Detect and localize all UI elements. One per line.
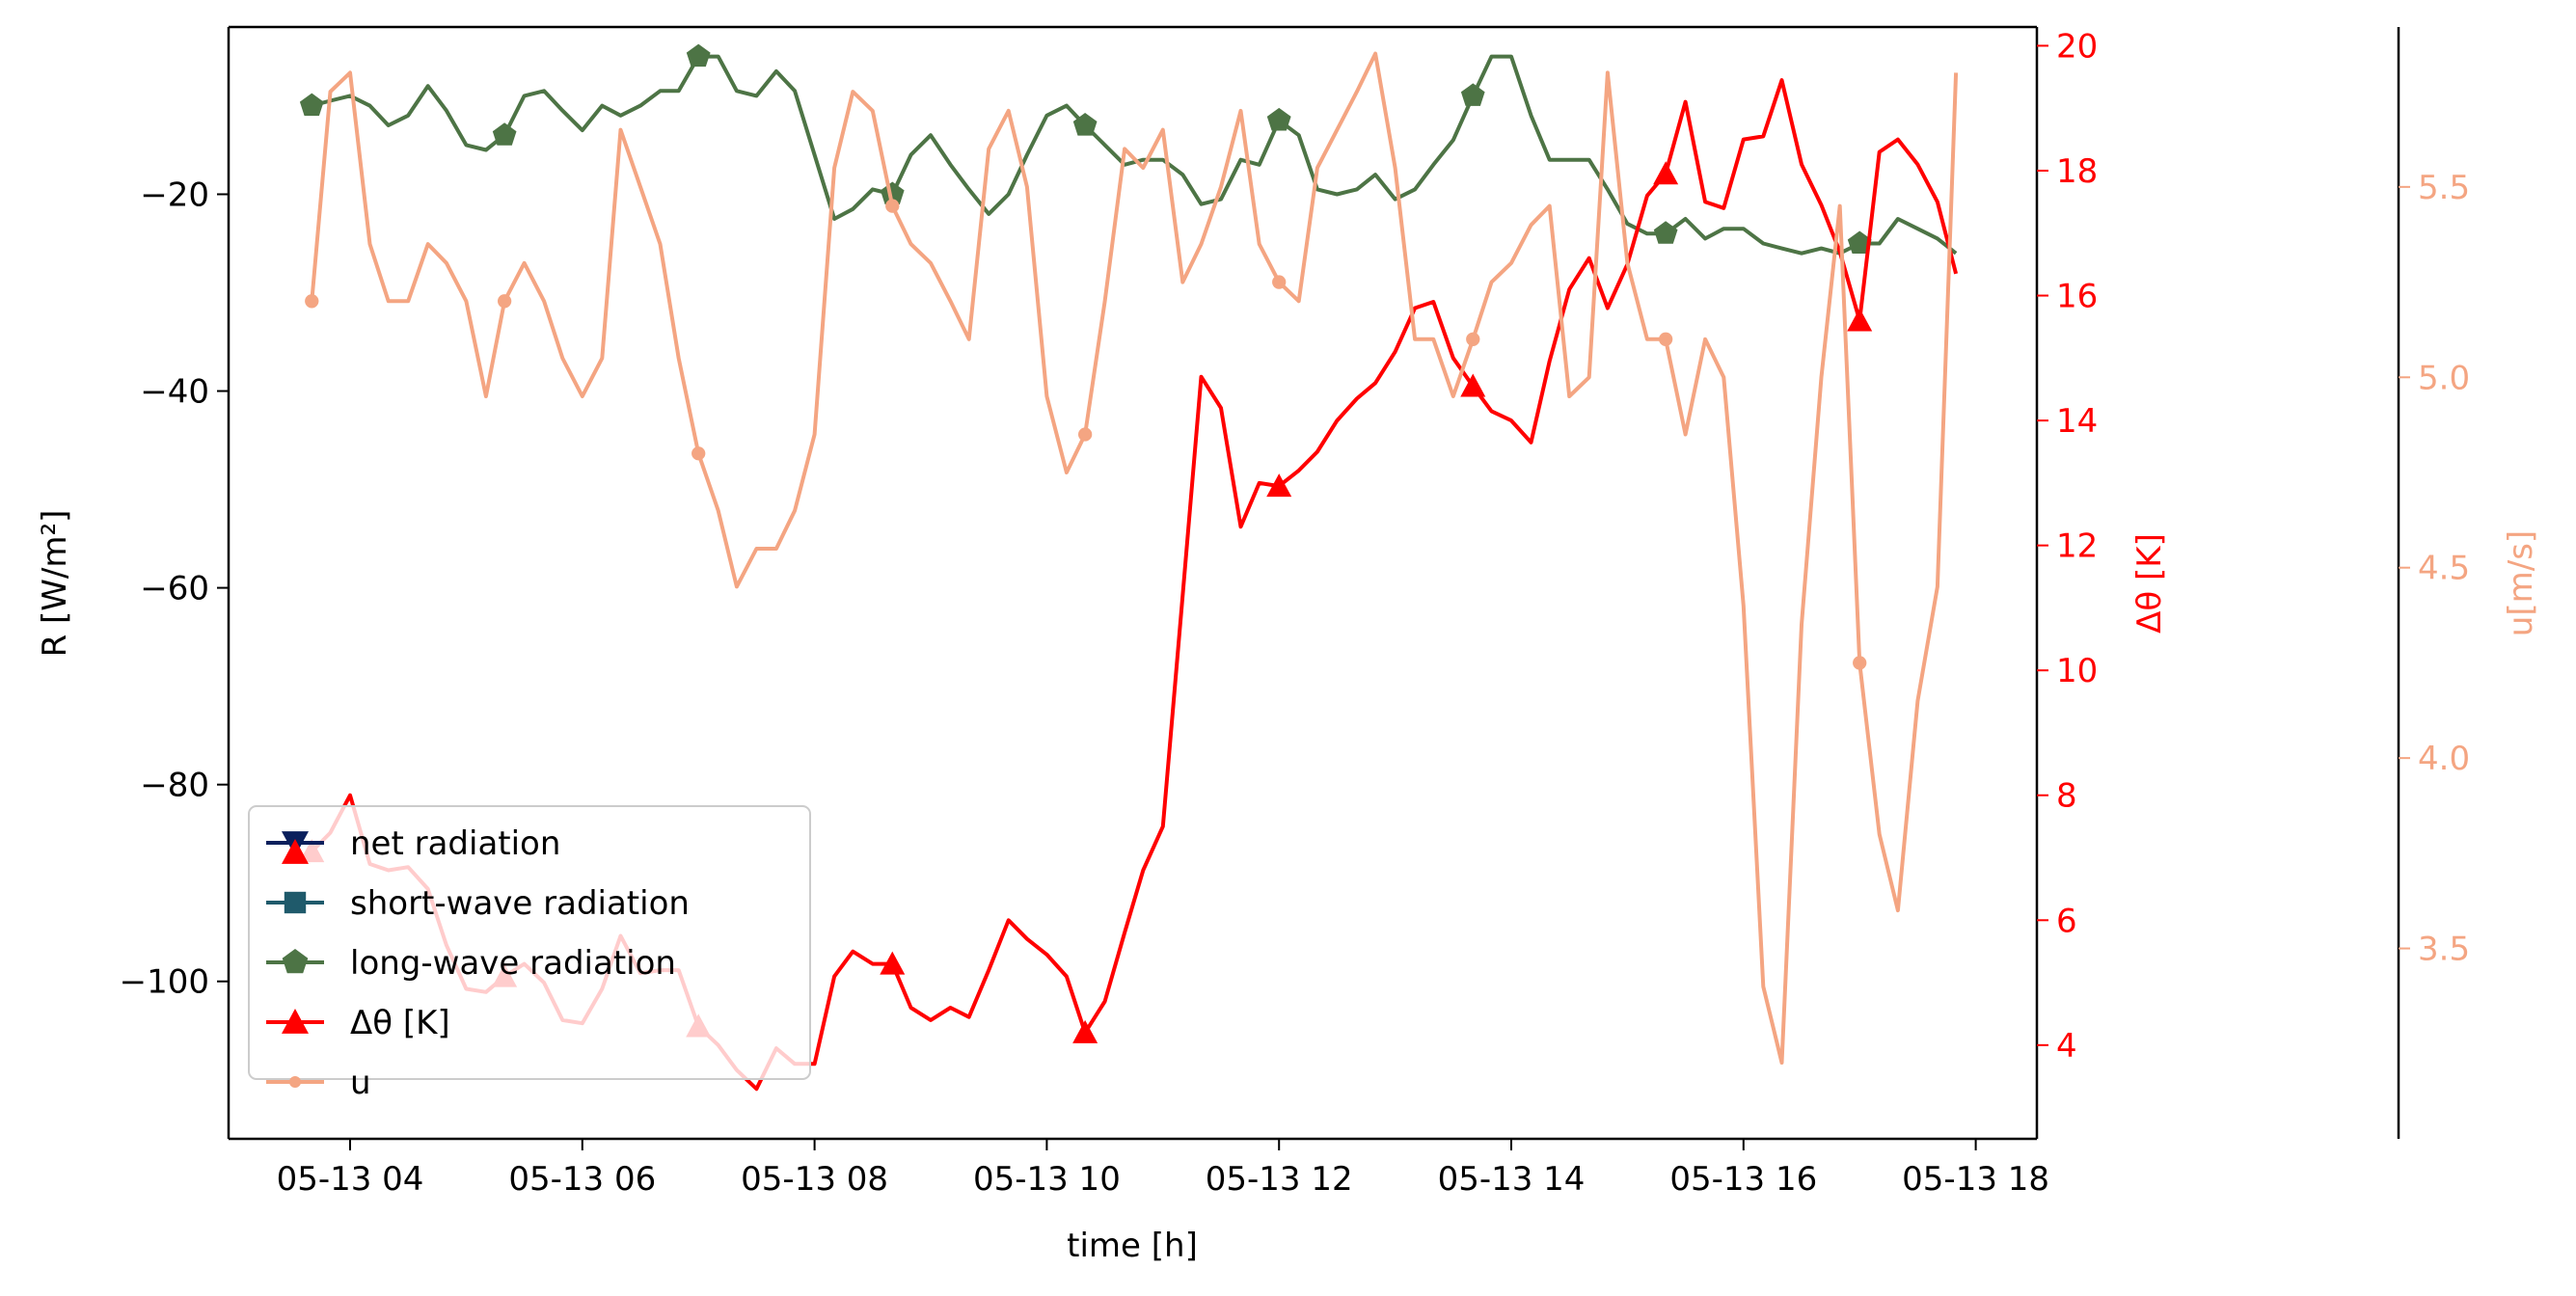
legend-marker-overlay [282,839,309,864]
data-point-long-wave-radiation [1653,221,1678,244]
x-tick-label: 05-13 12 [1206,1160,1353,1199]
y-far-right-tick-label: 4.0 [2418,740,2470,778]
legend-label: short-wave radiation [350,884,690,923]
legend-label: net radiation [350,824,560,863]
series-line-u [310,51,1959,1065]
x-axis-title: time [h] [1067,1227,1198,1265]
y-left-tick-label: −60 [140,570,209,608]
y-right-axis-title: Δθ [K] [2130,533,2169,634]
y-right-tick-label: 8 [2056,777,2077,816]
legend-marker [284,891,307,914]
legend-label: long-wave radiation [350,944,676,983]
data-point-long-wave-radiation [1072,113,1098,136]
data-point-u [691,446,706,461]
y-left-tick-label: −100 [120,963,209,1002]
data-point-u [497,294,512,309]
y-right-tick-label: 10 [2056,652,2098,690]
y-left-axis-title: R [W/m²] [36,510,74,658]
legend-box [248,805,811,1080]
y-far-right-tick-label: 3.5 [2418,931,2470,969]
x-tick-label: 05-13 10 [973,1160,1121,1199]
legend-marker [282,949,309,974]
data-point-u [1466,332,1480,346]
y-far-right-tick-label: 4.5 [2418,550,2470,588]
data-point-delta-theta [1460,373,1486,397]
data-point-long-wave-radiation [1460,83,1485,106]
data-point-delta-theta [880,951,906,975]
y-left-tick-label: −20 [140,176,209,214]
y-right-tick-label: 20 [2056,27,2098,66]
data-point-u [305,294,319,309]
data-point-u [1658,332,1673,346]
data-point-delta-theta [1072,1019,1098,1043]
y-far-right-tick-label: 5.5 [2418,169,2470,207]
data-point-delta-theta [1653,161,1679,185]
y-left-tick-label: −80 [140,767,209,805]
data-point-long-wave-radiation [686,43,711,68]
series-line-long-wave-radiation [311,54,1958,256]
y-far-right-axis-title: u[m/s] [2502,530,2540,636]
axes: 05-13 04 05-13 06 05-13 08 05-13 10 05-13 12… [36,25,2540,1265]
x-tick-label: 05-13 18 [1902,1160,2049,1199]
x-tick-label: 05-13 16 [1669,1160,1817,1199]
x-tick-label: 05-13 14 [1438,1160,1586,1199]
data-point-u [885,199,900,213]
data-point-long-wave-radiation [880,181,905,204]
legend-label: u [350,1064,371,1102]
x-tick-label: 05-13 06 [508,1160,656,1199]
x-tick-label: 05-13 04 [277,1160,424,1199]
data-point-long-wave-radiation [492,122,517,146]
legend-label: Δθ [K] [350,1004,450,1042]
data-point-long-wave-radiation [1266,107,1291,131]
legend-marker [288,1075,302,1089]
y-right-tick-label: 16 [2056,278,2098,316]
data-point-long-wave-radiation [299,93,324,117]
y-right-tick-label: 6 [2056,902,2077,940]
data-point-long-wave-radiation [1847,230,1872,254]
data-point-u [1853,656,1867,670]
legend: net radiation short-wave radiation long-wa… [248,805,811,1102]
y-right-tick-label: 4 [2056,1027,2077,1066]
y-right-tick-label: 12 [2056,527,2098,566]
y-right-tick-label: 14 [2056,402,2098,441]
data-point-u [1077,427,1093,442]
y-far-right-tick-label: 5.0 [2418,359,2470,397]
data-point-delta-theta [1847,308,1873,332]
y-right-tick-label: 18 [2056,152,2098,191]
x-tick-label: 05-13 08 [741,1160,888,1199]
data-point-delta-theta [1266,473,1292,498]
y-left-tick-label: −40 [140,373,209,412]
data-point-u [1272,275,1287,289]
legend-marker [282,1009,309,1034]
